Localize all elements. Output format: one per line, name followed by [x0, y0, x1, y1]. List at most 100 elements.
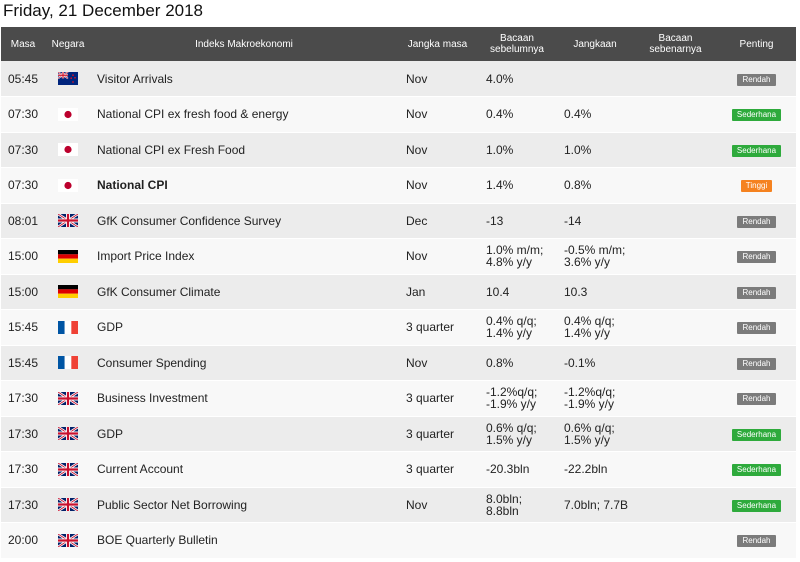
event-period: Nov	[397, 238, 478, 275]
de-flag-icon	[58, 285, 78, 299]
event-actual	[634, 96, 717, 133]
importance-badge: Sederhana	[731, 499, 782, 512]
event-forecast: 0.8%	[556, 167, 634, 204]
event-indicator: Business Investment	[91, 380, 397, 417]
country-flag-cell	[45, 238, 91, 275]
table-header-row: Masa Negara Indeks Makroekonomi Jangka m…	[1, 27, 796, 61]
event-period: Nov	[397, 487, 478, 523]
country-flag-cell	[45, 380, 91, 417]
country-flag-cell	[45, 274, 91, 310]
calendar-body: 05:45 Visitor Arrivals Nov 4.0% Rendah 07:30…	[1, 61, 796, 559]
event-previous: 0.8%	[478, 345, 556, 381]
event-indicator: National CPI ex fresh food & energy	[91, 96, 397, 133]
event-time: 17:30	[1, 380, 45, 417]
importance-cell: Sederhana	[717, 96, 796, 133]
table-row: 15:45 Consumer Spending Nov 0.8% -0.1% Renda…	[1, 345, 796, 381]
event-previous: 0.6% q/q; 1.5% y/y	[478, 416, 556, 452]
importance-cell: Sederhana	[717, 451, 796, 488]
event-previous	[478, 522, 556, 559]
table-row: 17:30 Current Account 3 quarter -20.3bln -2…	[1, 451, 796, 488]
event-time: 07:30	[1, 167, 45, 204]
col-header-country: Negara	[51, 38, 85, 50]
event-time: 07:30	[1, 96, 45, 133]
table-row: 15:45 GDP 3 quarter 0.4% q/q; 1.4% y/y 0.4%…	[1, 309, 796, 346]
table-row: 05:45 Visitor Arrivals Nov 4.0% Rendah	[1, 61, 796, 97]
event-forecast: -14	[556, 203, 634, 239]
event-actual	[634, 167, 717, 204]
importance-badge: Rendah	[737, 251, 776, 264]
country-flag-cell	[45, 487, 91, 523]
event-period: Nov	[397, 61, 478, 97]
event-previous: 1.0%	[478, 132, 556, 168]
event-period: Nov	[397, 167, 478, 204]
country-flag-cell	[45, 416, 91, 452]
importance-badge: Sederhana	[731, 144, 782, 157]
jp-flag-icon	[58, 178, 78, 192]
table-row: 15:00 GfK Consumer Climate Jan 10.4 10.3 Ren…	[1, 274, 796, 310]
event-actual	[634, 274, 717, 310]
event-forecast: 7.0bln; 7.7B	[556, 487, 634, 523]
importance-cell: Rendah	[717, 203, 796, 239]
event-time: 15:00	[1, 238, 45, 275]
country-flag-cell	[45, 345, 91, 381]
event-time: 07:30	[1, 132, 45, 168]
importance-cell: Rendah	[717, 380, 796, 417]
event-forecast: -0.5% m/m; 3.6% y/y	[556, 238, 634, 275]
event-time: 15:00	[1, 274, 45, 310]
event-previous: -20.3bln	[478, 451, 556, 488]
event-period	[397, 522, 478, 559]
importance-cell: Rendah	[717, 345, 796, 381]
importance-cell: Rendah	[717, 274, 796, 310]
col-header-indicator: Indeks Makroekonomi	[195, 38, 293, 50]
event-actual	[634, 345, 717, 381]
event-period: Dec	[397, 203, 478, 239]
event-previous: -13	[478, 203, 556, 239]
nz-flag-icon	[57, 71, 78, 86]
event-previous: -1.2%q/q; -1.9% y/y	[478, 380, 556, 417]
event-period: 3 quarter	[397, 380, 478, 417]
importance-cell: Sederhana	[717, 132, 796, 168]
de-flag-icon	[58, 249, 78, 263]
event-indicator: National CPI	[91, 167, 397, 204]
event-previous: 10.4	[478, 274, 556, 310]
table-row: 07:30 National CPI ex Fresh Food Nov 1.0% 1…	[1, 132, 796, 168]
event-previous: 8.0bln; 8.8bln	[478, 487, 556, 523]
country-flag-cell	[45, 61, 91, 97]
col-header-period: Jangka masa	[407, 38, 468, 50]
event-forecast: 0.4% q/q; 1.4% y/y	[556, 309, 634, 346]
event-period: Nov	[397, 96, 478, 133]
event-indicator: BOE Quarterly Bulletin	[91, 522, 397, 559]
table-row: 15:00 Import Price Index Nov 1.0% m/m; 4.8…	[1, 238, 796, 275]
event-previous: 0.4%	[478, 96, 556, 133]
uk-flag-icon	[57, 532, 79, 548]
col-header-importance: Penting	[739, 38, 774, 50]
event-actual	[634, 380, 717, 417]
event-indicator: GfK Consumer Climate	[91, 274, 397, 310]
uk-flag-icon	[57, 461, 79, 477]
country-flag-cell	[45, 451, 91, 488]
col-header-actual: Bacaan sebenarnya	[649, 33, 702, 55]
importance-cell: Rendah	[717, 61, 796, 97]
event-period: 3 quarter	[397, 309, 478, 346]
event-actual	[634, 238, 717, 275]
event-period: 3 quarter	[397, 451, 478, 488]
uk-flag-icon	[57, 497, 79, 513]
importance-badge: Rendah	[737, 535, 776, 548]
event-time: 17:30	[1, 487, 45, 523]
event-previous: 0.4% q/q; 1.4% y/y	[478, 309, 556, 346]
table-row: 08:01 GfK Consumer Confidence Survey Dec -…	[1, 203, 796, 239]
event-actual	[634, 522, 717, 559]
page-title: Friday, 21 December 2018	[3, 1, 204, 20]
country-flag-cell	[45, 522, 91, 559]
event-actual	[634, 132, 717, 168]
importance-cell: Rendah	[717, 522, 796, 559]
importance-badge: Rendah	[737, 215, 776, 228]
event-period: Nov	[397, 345, 478, 381]
event-actual	[634, 487, 717, 523]
table-row: 07:30 National CPI Nov 1.4% 0.8% Tinggi	[1, 167, 796, 204]
event-previous: 1.0% m/m; 4.8% y/y	[478, 238, 556, 275]
country-flag-cell	[45, 132, 91, 168]
table-row: 07:30 National CPI ex fresh food & energ…	[1, 96, 796, 133]
importance-badge: Tinggi	[740, 180, 773, 193]
importance-badge: Sederhana	[731, 464, 782, 477]
